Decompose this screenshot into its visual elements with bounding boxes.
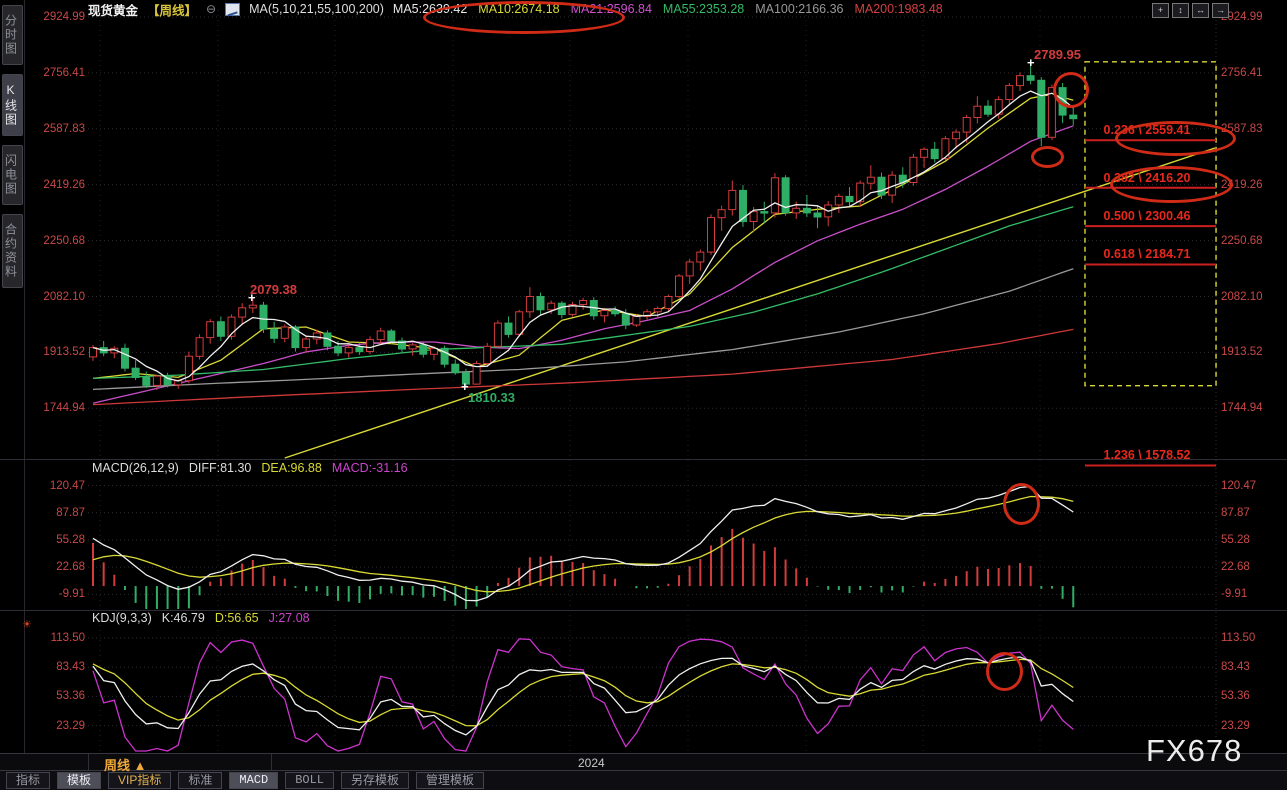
macd-cross-circle — [1003, 483, 1040, 525]
price-axis-label: 2250.68 — [1221, 234, 1263, 247]
sidebar-tab-time-chart[interactable]: 分时图 — [1, 5, 23, 65]
price-axis-label: 2756.41 — [43, 66, 85, 79]
macd-axis-label: 120.47 — [49, 479, 85, 492]
bottom-toolbar: 指标 模板 VIP指标 标准 MACD BOLL 另存模板 管理模板 — [0, 771, 1287, 790]
kdj-axis-label: 53.36 — [56, 690, 85, 703]
fib-level-label: 0.500 \ 2300.46 — [1103, 209, 1191, 224]
price-marker-cross: + — [1027, 55, 1035, 70]
ma-readout: MA200:1983.48 — [854, 2, 943, 16]
macd-axis-label: 87.87 — [56, 506, 85, 519]
symbol-title: 现货黄金 — [88, 3, 139, 18]
price-axis-label: 1913.52 — [43, 346, 85, 359]
kdj-axis-label: 23.29 — [1221, 719, 1250, 732]
chart-toolbar-icons: + ↕ ↔ → — [1152, 3, 1229, 18]
fib-level-label: 0.618 \ 2184.71 — [1103, 247, 1191, 262]
kdj-panel-header: KDJ(9,3,3) K:46.79 D:56.65 J:27.08 — [92, 611, 310, 625]
ma-readout: MA100:2166.36 — [755, 2, 844, 16]
bottom-tab-macd[interactable]: MACD — [229, 772, 279, 789]
fib-382-circle — [1110, 166, 1233, 203]
key-price-label: 1810.33 — [468, 390, 515, 405]
kdj-title: KDJ(9,3,3) — [92, 611, 152, 625]
price-axis-label: 2419.26 — [43, 178, 85, 191]
macd-axis-label: 120.47 — [1221, 479, 1257, 492]
macd-axis-label: 55.28 — [56, 533, 85, 546]
x-axis-year-label: 2024 — [578, 756, 605, 770]
ma-indicator-icon[interactable] — [225, 2, 241, 16]
kdj-axis-label: 113.50 — [50, 632, 85, 644]
price-axis-label: 2756.41 — [1221, 66, 1263, 79]
macd-axis-label: 55.28 — [1221, 533, 1250, 546]
fib-236-circle — [1115, 121, 1236, 156]
kdj-axis-label: 83.43 — [56, 661, 85, 674]
bottom-tab-save-template[interactable]: 另存模板 — [341, 772, 410, 789]
macd-dea-readout: DEA:96.88 — [261, 461, 322, 475]
bottom-tab-standard[interactable]: 标准 — [178, 772, 223, 789]
bottom-tab-manage-template[interactable]: 管理模板 — [416, 772, 485, 789]
period-title: 【周线】 — [147, 3, 198, 18]
bottom-tab-template[interactable]: 模板 — [57, 772, 102, 789]
macd-axis-label: 22.68 — [1221, 561, 1250, 574]
ma-readout: MA55:2353.28 — [662, 2, 745, 16]
chevron-up-icon: ▲ — [133, 758, 147, 773]
kdj-axis-label: 53.36 — [1221, 690, 1250, 703]
kdj-axis-label: 83.43 — [1221, 661, 1250, 674]
price-axis-label: 1913.52 — [1221, 346, 1263, 359]
macd-axis-label: 22.68 — [56, 561, 85, 574]
brand-watermark: FX678 — [1146, 733, 1243, 768]
kdj-cross-circle — [986, 652, 1023, 691]
price-axis-label: 2587.83 — [43, 122, 85, 135]
kdj-settings-icon[interactable]: ☀ — [22, 619, 32, 631]
macd-diff-readout: DIFF:81.30 — [188, 461, 252, 475]
price-axis-label: 2082.10 — [43, 290, 85, 303]
macd-macd-readout: MACD:-31.16 — [331, 461, 408, 475]
ma-readout-circle — [423, 1, 625, 34]
price-axis-label: 2924.99 — [43, 11, 85, 23]
price-marker-cross: + — [248, 290, 256, 305]
x-axis-strip — [0, 753, 1287, 771]
macd-title: MACD(26,12,9) — [92, 461, 179, 475]
ma-group-label: MA(5,10,21,55,100,200) — [249, 2, 384, 16]
bottom-tab-boll[interactable]: BOLL — [285, 772, 335, 789]
macd-axis-label: -9.91 — [58, 588, 85, 601]
bottom-tab-indicator[interactable]: 指标 — [6, 772, 51, 789]
key-price-label: 2079.38 — [250, 282, 297, 297]
pan-icon[interactable]: + — [1152, 3, 1169, 18]
period-selector-button[interactable]: 周线 ▲ — [104, 755, 147, 774]
macd-axis-label: 87.87 — [1221, 506, 1250, 519]
macd-panel-header: MACD(26,12,9) DIFF:81.30 DEA:96.88 MACD:… — [92, 461, 408, 475]
dip-low-circle — [1031, 146, 1064, 168]
bottom-tab-vip-indicator[interactable]: VIP指标 — [108, 772, 172, 789]
price-axis-label: 2924.99 — [1221, 11, 1263, 23]
kdj-k-readout: K:46.79 — [161, 611, 205, 625]
price-axis-label: 1744.94 — [1221, 402, 1263, 415]
price-axis-label: 1744.94 — [43, 402, 85, 415]
period-selector-label: 周线 — [104, 758, 131, 773]
price-marker-cross: + — [461, 379, 469, 394]
shift-right-icon[interactable]: → — [1212, 3, 1229, 18]
peak-pullback-circle — [1053, 72, 1089, 108]
zoom-horizontal-icon[interactable]: ↔ — [1192, 3, 1209, 18]
price-axis-label: 2082.10 — [1221, 290, 1263, 303]
chart-type-sidebar: 分时图 K线图闪电图合约资料 — [0, 0, 25, 753]
kdj-j-readout: J:27.08 — [268, 611, 310, 625]
minus-circle-icon[interactable]: ⊖ — [206, 2, 217, 16]
macd-axis-label: -9.91 — [1221, 588, 1248, 601]
price-axis-label: 2250.68 — [43, 234, 85, 247]
sidebar-tab-contract-info[interactable]: 合约资料 — [1, 214, 23, 288]
sidebar-tab-kline-chart[interactable]: K线图 — [1, 74, 23, 136]
kdj-axis-label: 113.50 — [1221, 632, 1256, 644]
zoom-vertical-icon[interactable]: ↕ — [1172, 3, 1189, 18]
key-price-label: 2789.95 — [1034, 47, 1081, 62]
x-axis-cell — [88, 754, 272, 770]
sidebar-tab-lightning-chart[interactable]: 闪电图 — [1, 145, 23, 205]
fib-level-label: 1.236 \ 1578.52 — [1103, 448, 1191, 463]
kdj-d-readout: D:56.65 — [214, 611, 259, 625]
kdj-axis-label: 23.29 — [56, 719, 85, 732]
